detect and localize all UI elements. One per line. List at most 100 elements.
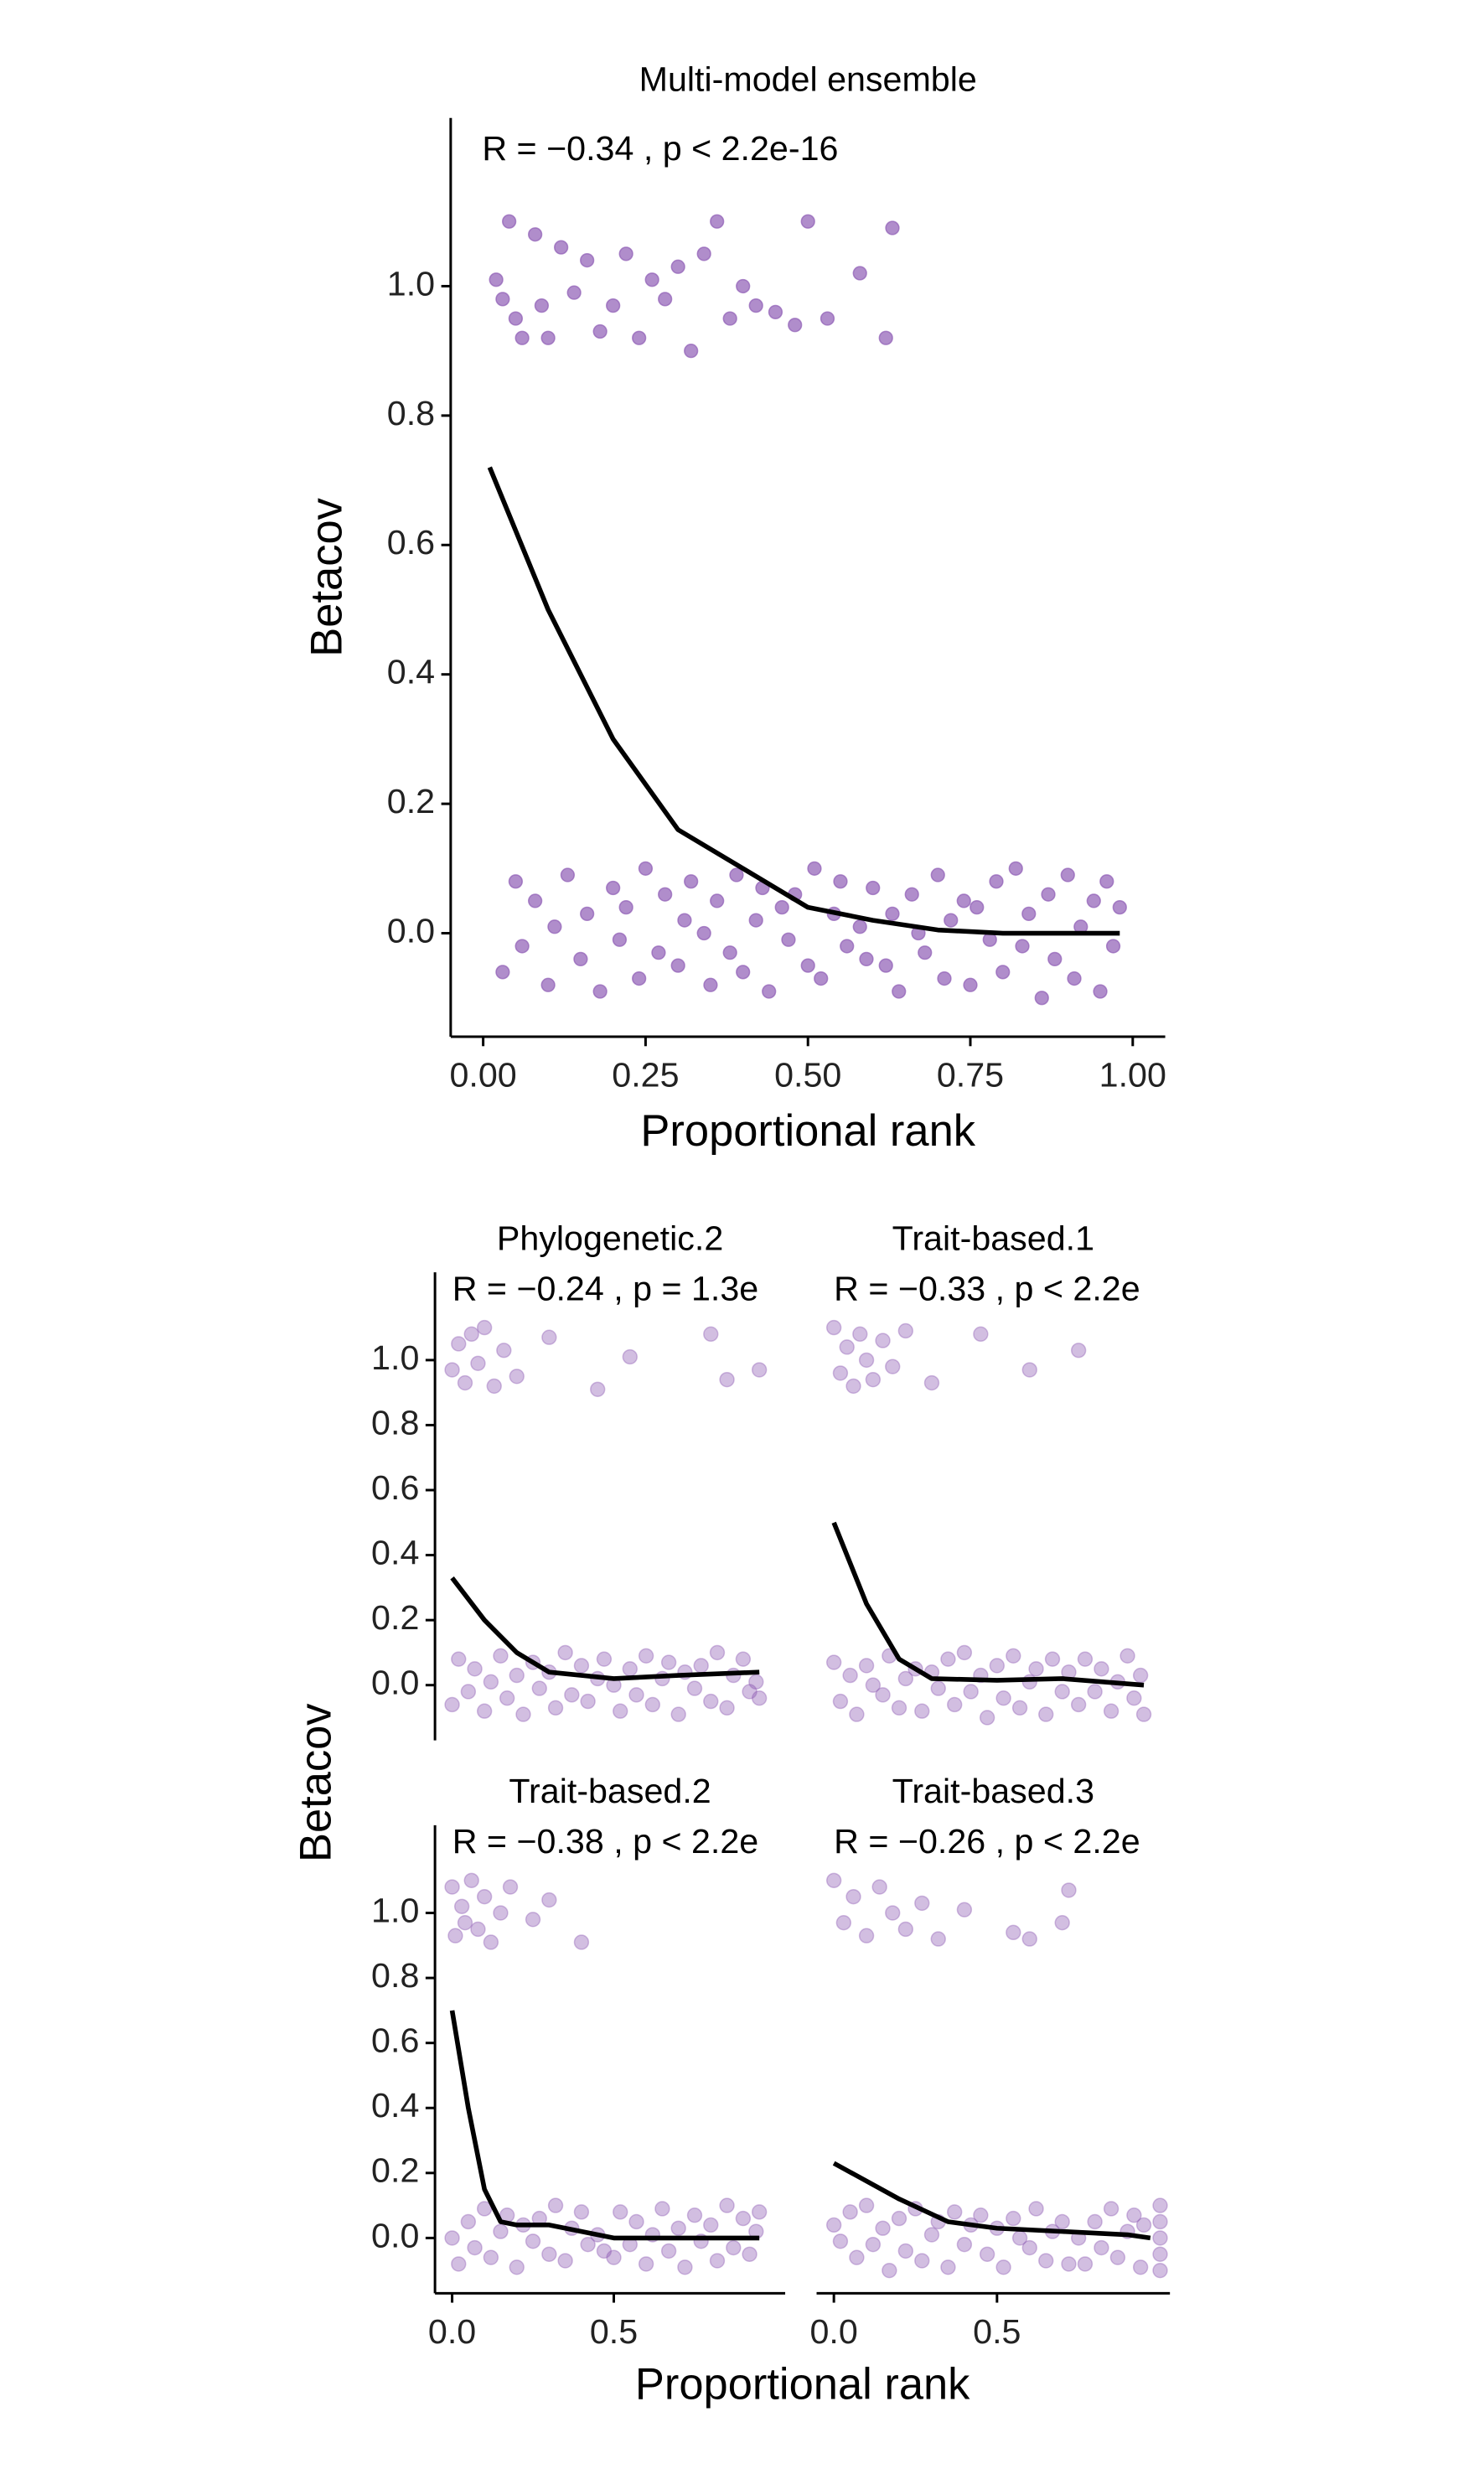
point bbox=[476, 2201, 493, 2217]
point bbox=[970, 900, 985, 915]
point bbox=[719, 1371, 735, 1388]
point bbox=[528, 893, 543, 908]
panel-title: Trait-based.3 bbox=[892, 1772, 1094, 1810]
y-tick-label: 0.6 bbox=[371, 2021, 419, 2060]
point bbox=[460, 1684, 477, 1700]
point bbox=[451, 2256, 467, 2272]
annotation: R = −0.33 , p < 2.2e bbox=[834, 1270, 1140, 1308]
point bbox=[444, 1879, 460, 1895]
point bbox=[882, 2262, 897, 2279]
point bbox=[866, 880, 881, 896]
point bbox=[451, 1336, 467, 1352]
point bbox=[979, 2246, 995, 2262]
point bbox=[858, 2197, 875, 2213]
point bbox=[1067, 970, 1082, 986]
point bbox=[1054, 1915, 1070, 1931]
point bbox=[842, 2204, 858, 2220]
point bbox=[509, 1667, 525, 1684]
point bbox=[947, 1696, 963, 1713]
y-tick-label: 0.2 bbox=[371, 1598, 419, 1637]
point bbox=[923, 2227, 940, 2243]
point bbox=[845, 1378, 861, 1395]
point bbox=[677, 913, 692, 928]
y-tick-label: 0.4 bbox=[371, 1533, 419, 1571]
y-tick-label: 0.4 bbox=[387, 653, 435, 691]
point bbox=[885, 906, 900, 921]
point bbox=[528, 227, 543, 242]
point bbox=[918, 945, 933, 960]
point bbox=[580, 252, 595, 268]
point bbox=[852, 266, 867, 281]
point bbox=[832, 1693, 849, 1710]
point bbox=[654, 2201, 670, 2217]
point bbox=[956, 1644, 973, 1661]
point bbox=[596, 1651, 613, 1667]
y-tick-label: 0.6 bbox=[371, 1468, 419, 1507]
point bbox=[800, 958, 815, 973]
smooth-curve bbox=[487, 466, 1120, 936]
point bbox=[632, 970, 647, 986]
point bbox=[644, 272, 659, 287]
point bbox=[638, 1648, 654, 1664]
point bbox=[470, 1355, 486, 1371]
point bbox=[762, 984, 777, 999]
point bbox=[684, 874, 699, 889]
point bbox=[564, 1687, 580, 1703]
point bbox=[709, 1644, 726, 1661]
point bbox=[820, 311, 835, 326]
point bbox=[592, 323, 608, 339]
point bbox=[540, 330, 556, 345]
point bbox=[891, 2210, 907, 2227]
point bbox=[825, 1654, 842, 1670]
point bbox=[693, 1658, 709, 1674]
point bbox=[849, 1706, 865, 1722]
point bbox=[486, 1378, 502, 1395]
point bbox=[871, 1879, 887, 1895]
point bbox=[878, 330, 893, 345]
point bbox=[995, 1690, 1011, 1706]
y-tick-label: 1.0 bbox=[387, 264, 435, 303]
y-tick-label: 0.6 bbox=[387, 523, 435, 562]
point bbox=[1093, 984, 1108, 999]
point bbox=[735, 1651, 752, 1667]
point bbox=[858, 1352, 875, 1369]
point bbox=[825, 2217, 842, 2233]
point bbox=[670, 1706, 686, 1722]
point bbox=[1152, 2246, 1168, 2262]
point bbox=[814, 970, 829, 986]
point bbox=[1047, 951, 1063, 967]
point bbox=[774, 900, 789, 915]
point bbox=[858, 1658, 875, 1674]
point bbox=[748, 913, 763, 928]
point bbox=[923, 1374, 940, 1391]
point bbox=[580, 906, 595, 921]
point bbox=[1152, 2213, 1168, 2230]
point bbox=[554, 240, 569, 255]
point bbox=[1054, 2213, 1070, 2230]
point bbox=[722, 311, 737, 326]
point bbox=[1094, 2239, 1109, 2256]
annotation: R = −0.38 , p < 2.2e bbox=[452, 1822, 759, 1861]
point bbox=[612, 932, 628, 947]
point bbox=[703, 1326, 719, 1343]
point bbox=[483, 1934, 499, 1950]
point bbox=[956, 893, 971, 908]
smooth-curve bbox=[450, 1576, 760, 1681]
point bbox=[613, 1703, 628, 1719]
x-tick-label: 1.00 bbox=[1099, 1056, 1166, 1095]
point bbox=[865, 2236, 882, 2253]
point bbox=[1099, 874, 1114, 889]
point bbox=[1152, 2262, 1168, 2279]
panel-title: Phylogenetic.2 bbox=[497, 1219, 723, 1258]
point bbox=[832, 2233, 849, 2249]
point bbox=[878, 958, 893, 973]
point bbox=[618, 246, 633, 261]
point bbox=[710, 893, 725, 908]
point bbox=[719, 2197, 735, 2213]
point bbox=[606, 298, 621, 313]
point bbox=[1094, 1661, 1109, 1677]
point bbox=[557, 1644, 573, 1661]
point bbox=[540, 977, 556, 992]
point bbox=[835, 1915, 852, 1931]
point bbox=[1132, 1667, 1149, 1684]
